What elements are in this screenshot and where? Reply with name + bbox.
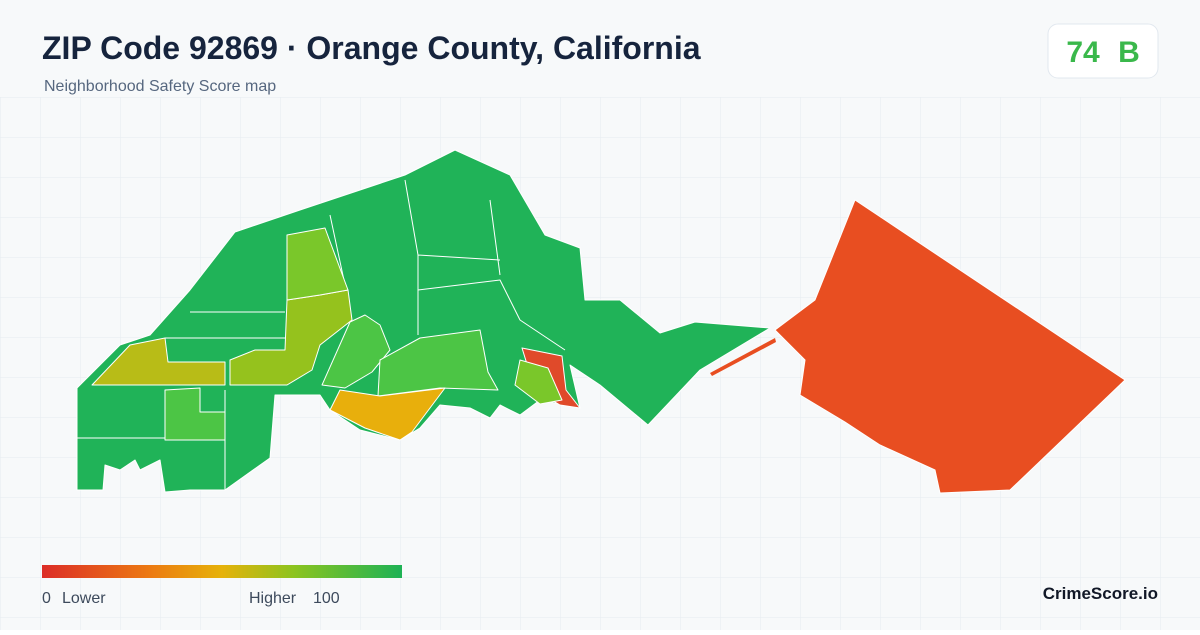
- zone: [91, 337, 226, 386]
- score-box: [1047, 23, 1159, 79]
- legend-min-label: Lower: [62, 590, 106, 607]
- legend-max: 100: [313, 590, 340, 607]
- zone: [286, 227, 349, 301]
- zone: [164, 387, 226, 441]
- zone: [710, 338, 776, 376]
- brand: CrimeScore.io: [1043, 584, 1158, 603]
- zone: [76, 149, 771, 493]
- legend-min: 0: [42, 590, 51, 607]
- zone: [774, 199, 1126, 494]
- score-value: 74: [1066, 36, 1100, 69]
- score-badge: 74 B: [1047, 23, 1159, 79]
- subtitle: Neighborhood Safety Score map: [44, 78, 276, 95]
- legend-scale: [42, 565, 402, 578]
- score-grade: B: [1118, 36, 1140, 69]
- map: [76, 149, 1126, 494]
- legend-max-label: Higher: [249, 590, 297, 607]
- legend: 0 Lower Higher 100: [42, 565, 402, 607]
- zone: [329, 387, 446, 441]
- zone: [514, 359, 563, 405]
- title: ZIP Code 92869 · Orange County, Californ…: [42, 30, 701, 66]
